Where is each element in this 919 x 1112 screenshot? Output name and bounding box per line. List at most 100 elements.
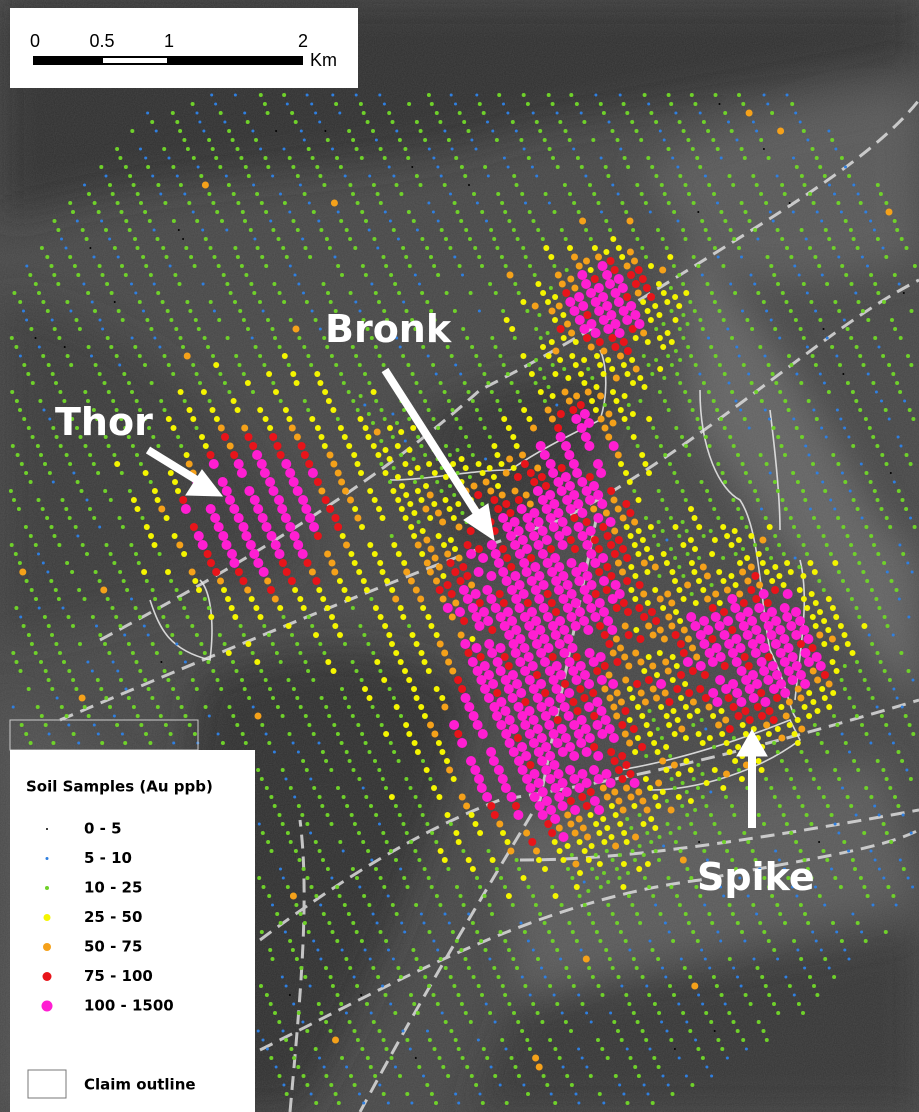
sample-dot	[786, 94, 789, 97]
sample-dot	[560, 228, 564, 232]
sample-dot	[479, 1093, 482, 1096]
sample-dot	[293, 540, 303, 550]
sample-dot	[377, 300, 381, 304]
sample-dot	[489, 756, 499, 766]
sample-dot	[601, 371, 607, 377]
sample-dot	[476, 461, 482, 467]
sample-dot	[698, 841, 700, 843]
sample-dot	[103, 381, 107, 385]
sample-dot	[366, 120, 370, 124]
sample-dot	[647, 885, 651, 889]
sample-dot	[478, 363, 482, 367]
sample-dot	[602, 270, 612, 280]
sample-dot	[767, 156, 771, 160]
sample-dot	[644, 807, 651, 814]
sample-dot	[749, 1002, 753, 1006]
sample-dot	[611, 966, 615, 970]
sample-dot	[428, 148, 431, 151]
sample-dot	[778, 804, 782, 808]
sample-dot	[790, 102, 794, 106]
sample-dot	[583, 881, 586, 884]
sample-dot	[593, 751, 603, 761]
sample-dot	[46, 571, 49, 574]
sample-dot	[859, 201, 863, 205]
sample-dot	[763, 675, 773, 685]
sample-dot	[175, 643, 178, 646]
sample-dot	[470, 1074, 474, 1078]
sample-dot	[209, 459, 219, 469]
sample-dot	[384, 211, 387, 214]
sample-dot	[740, 201, 744, 205]
sample-dot	[576, 263, 583, 270]
sample-dot	[482, 585, 492, 595]
sample-dot	[195, 426, 199, 430]
sample-dot	[529, 531, 539, 541]
sample-dot	[752, 595, 760, 603]
sample-dot	[464, 228, 468, 232]
sample-dot	[366, 1056, 370, 1060]
sample-dot	[627, 271, 635, 279]
sample-dot	[783, 453, 787, 457]
sample-dot	[309, 832, 312, 835]
sample-dot	[321, 858, 325, 862]
sample-dot	[716, 462, 720, 466]
sample-dot	[48, 471, 52, 475]
sample-dot	[383, 417, 387, 421]
sample-dot	[759, 138, 763, 142]
sample-dot	[504, 684, 514, 694]
sample-dot	[678, 381, 682, 385]
sample-dot	[902, 867, 906, 871]
sample-dot	[406, 677, 412, 683]
sample-dot	[319, 958, 322, 961]
sample-dot	[103, 642, 107, 646]
sample-dot	[791, 607, 801, 617]
sample-dot	[475, 621, 485, 631]
sample-dot	[504, 317, 510, 323]
sample-dot	[651, 948, 655, 952]
sample-dot	[427, 722, 434, 729]
sample-dot	[904, 714, 908, 718]
sample-dot	[858, 354, 862, 358]
sample-dot	[494, 1021, 497, 1024]
sample-dot	[547, 930, 551, 934]
sample-dot	[331, 569, 338, 576]
sample-dot	[553, 893, 559, 899]
sample-dot	[529, 684, 539, 694]
sample-dot	[391, 903, 395, 907]
sample-dot	[37, 291, 41, 295]
sample-dot	[267, 531, 277, 541]
sample-dot	[252, 184, 255, 187]
sample-dot	[65, 247, 68, 250]
sample-dot	[769, 264, 773, 268]
sample-dot	[794, 318, 798, 322]
sample-dot	[486, 571, 496, 581]
sample-dot	[303, 921, 307, 925]
sample-dot	[22, 310, 25, 313]
sample-dot	[857, 193, 860, 196]
sample-dot	[782, 552, 786, 556]
sample-dot	[846, 534, 850, 538]
sample-dot	[367, 488, 373, 494]
sample-dot	[500, 830, 506, 836]
sample-dot	[447, 399, 451, 403]
sample-dot	[62, 660, 66, 664]
sample-dot	[244, 486, 254, 496]
sample-dot	[624, 524, 630, 530]
sample-dot	[11, 444, 15, 448]
sample-dot	[654, 849, 658, 853]
sample-dot	[389, 220, 392, 223]
sample-dot	[908, 408, 912, 412]
legend: Soil Samples (Au ppb) Claim outline 0 - …	[10, 720, 255, 1112]
sample-dot	[700, 949, 703, 952]
sample-dot	[693, 600, 699, 606]
sample-dot	[449, 720, 459, 730]
sample-dot	[251, 651, 255, 655]
sample-dot	[467, 129, 471, 133]
sample-dot	[700, 219, 704, 223]
sample-dot	[582, 747, 592, 757]
sample-dot	[876, 651, 880, 655]
sample-dot	[467, 390, 471, 394]
sample-dot	[700, 564, 707, 571]
sample-dot	[696, 524, 702, 530]
sample-dot	[899, 336, 903, 340]
